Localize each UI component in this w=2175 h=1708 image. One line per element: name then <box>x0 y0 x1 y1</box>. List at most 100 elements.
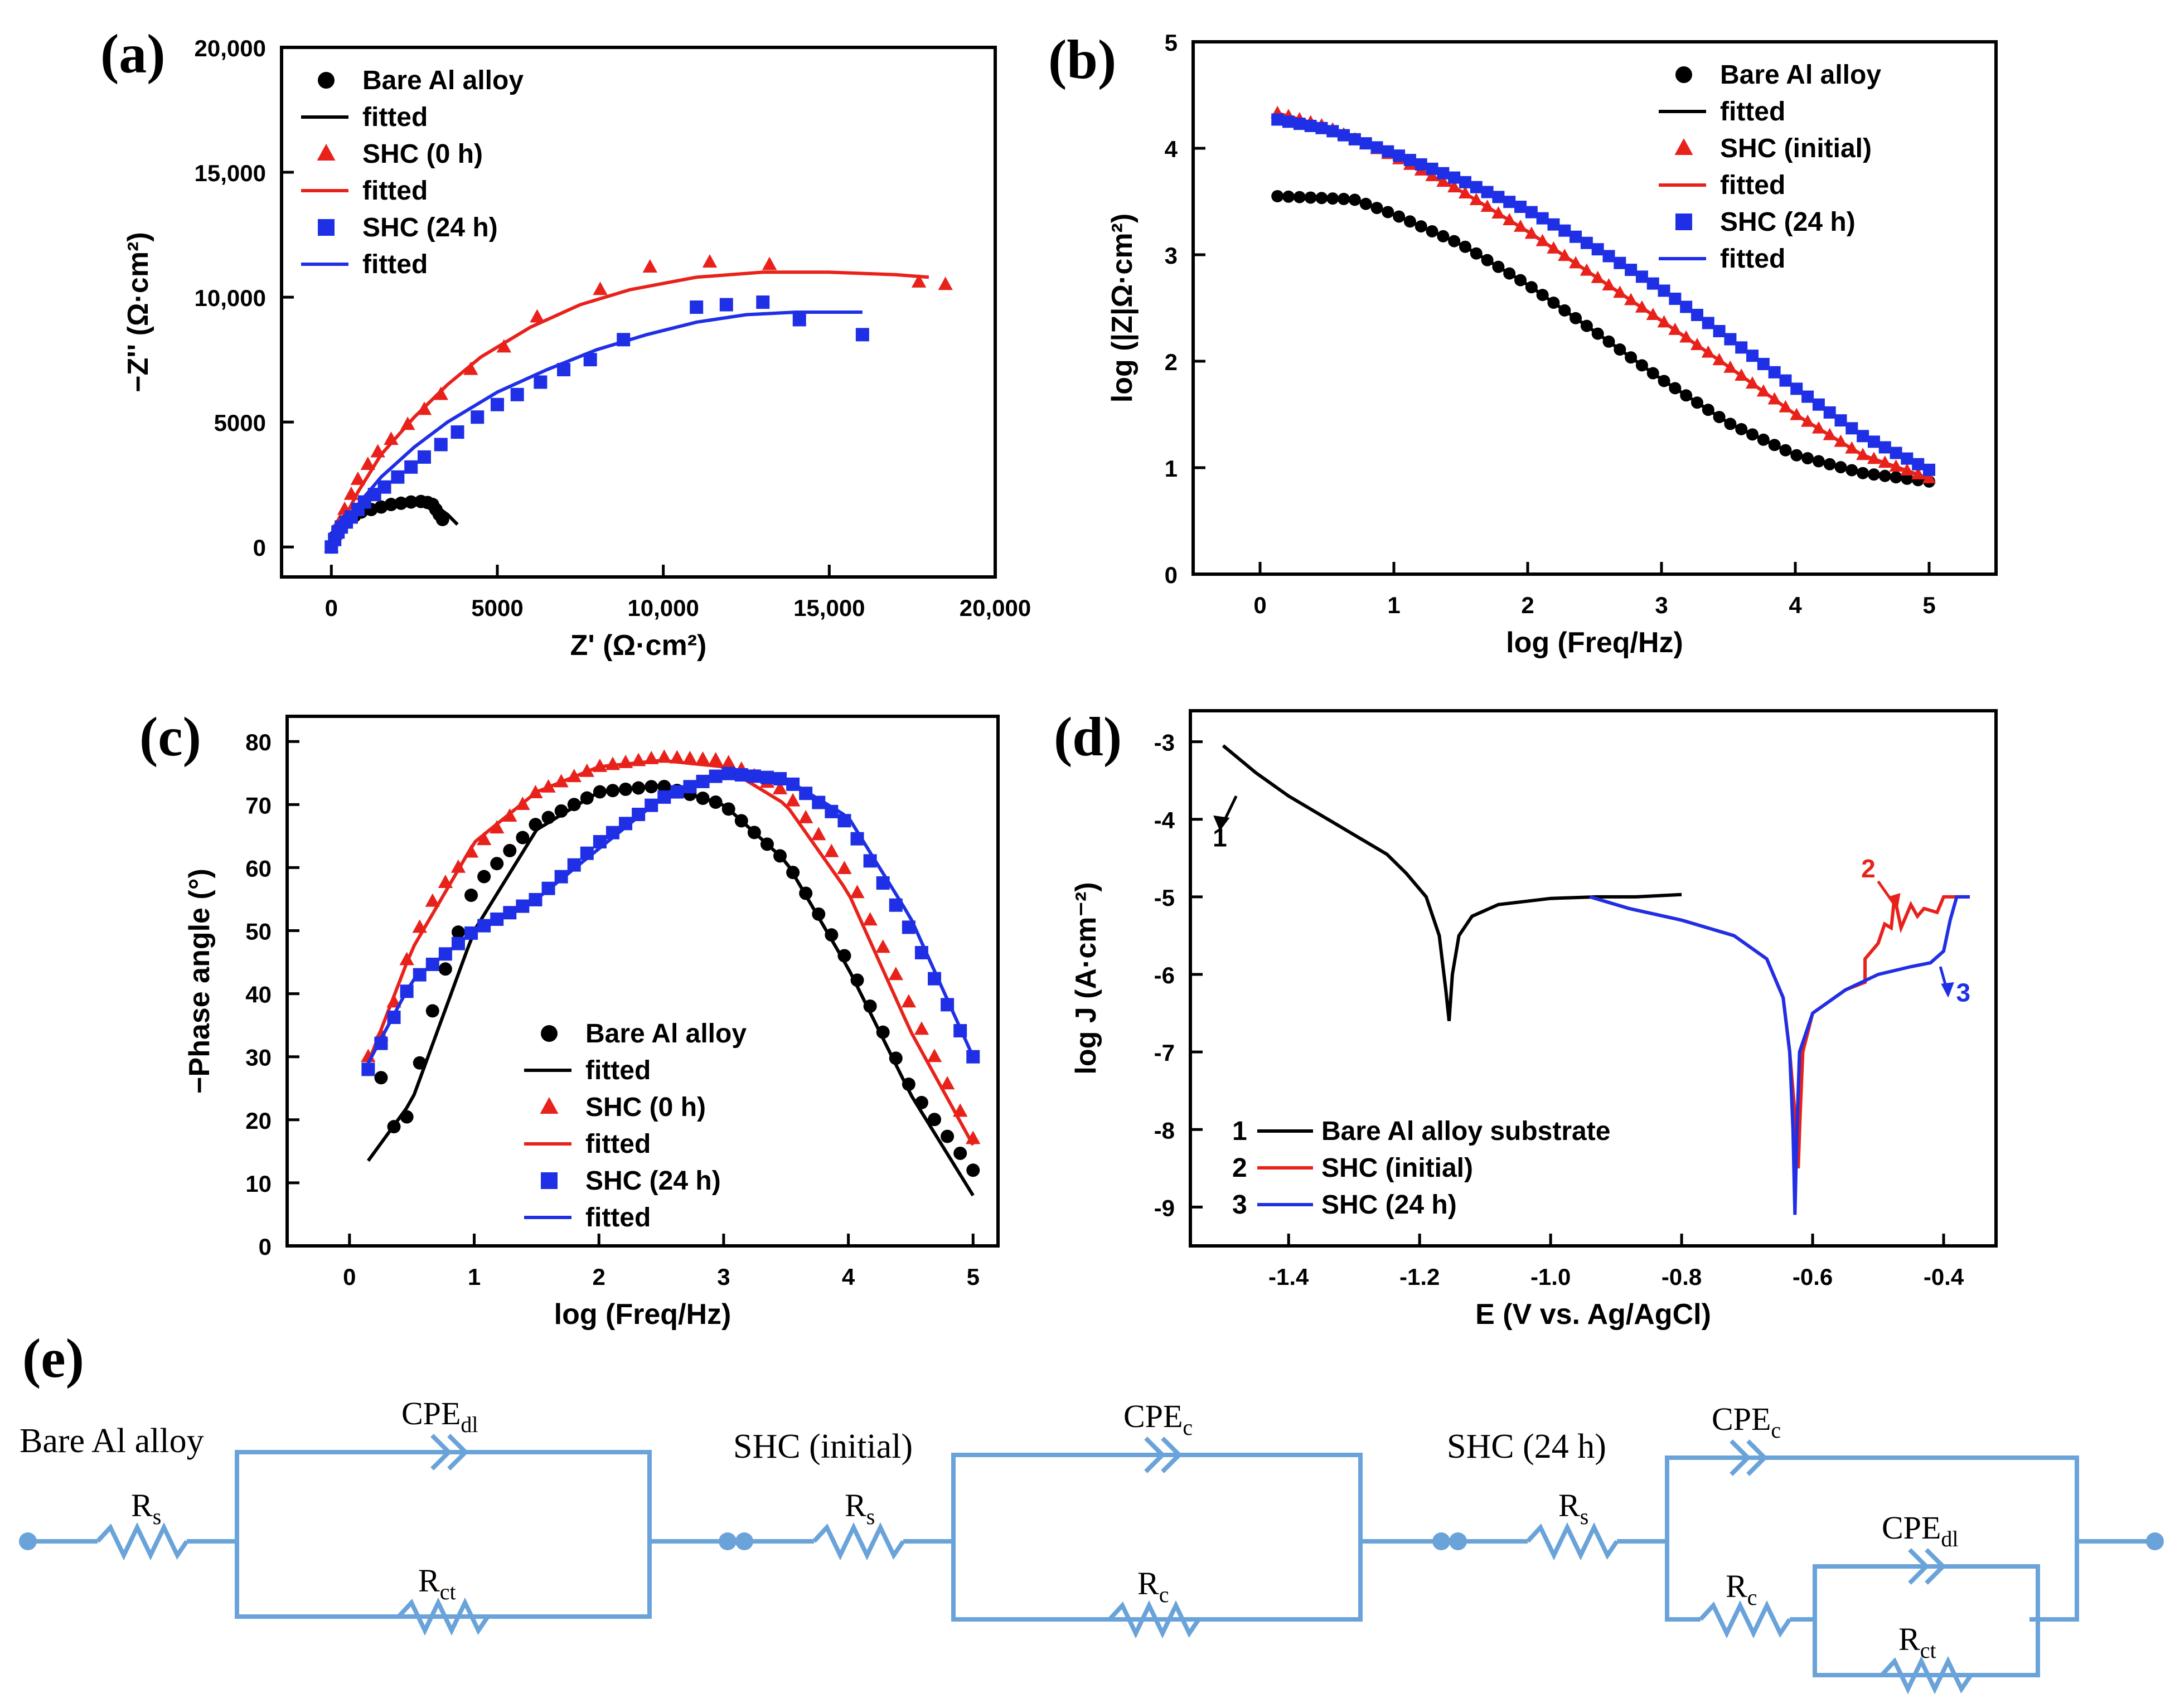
x-tick-label: 1 <box>468 1264 481 1290</box>
resistor-rs <box>96 1522 189 1561</box>
data-point <box>1448 235 1461 248</box>
y-tick-label: 3 <box>1165 242 1178 269</box>
resistor-rct <box>1880 1656 1973 1695</box>
polarization-curve <box>1222 744 1682 1021</box>
data-point <box>824 843 839 857</box>
data-point <box>927 1049 942 1062</box>
legend-label: Bare Al alloy substrate <box>1321 1117 1610 1146</box>
data-point <box>1768 366 1781 379</box>
data-point <box>451 937 465 950</box>
data-point <box>360 456 375 470</box>
data-point <box>1326 192 1339 205</box>
x-tick-label: 5 <box>967 1264 980 1290</box>
data-point <box>1370 202 1383 215</box>
x-tick-label: 4 <box>1789 592 1802 618</box>
data-point <box>1503 267 1516 280</box>
data-point <box>914 1021 929 1035</box>
legend-marker <box>541 1172 558 1189</box>
data-point <box>1856 448 1870 460</box>
data-point <box>1834 461 1847 474</box>
data-point <box>1800 414 1815 427</box>
data-point <box>1669 382 1682 395</box>
data-point <box>516 899 530 913</box>
data-point <box>496 339 512 353</box>
data-point <box>605 826 619 840</box>
legend-label: SHC (initial) <box>1321 1153 1473 1183</box>
data-point <box>1811 421 1825 434</box>
data-point <box>1535 234 1549 246</box>
data-point <box>530 309 545 323</box>
x-tick-label: 0 <box>325 595 338 621</box>
data-point <box>644 750 659 764</box>
data-point <box>928 972 942 986</box>
data-point <box>773 772 787 786</box>
parallel-block <box>951 1453 1363 1622</box>
data-point <box>1415 158 1427 171</box>
legend-number: 2 <box>1232 1153 1247 1183</box>
data-point <box>645 798 658 812</box>
data-point <box>404 495 418 509</box>
x-axis-label: log (Freq/Hz) <box>554 1298 732 1331</box>
data-point <box>1271 190 1284 202</box>
data-point <box>812 795 826 809</box>
legend-label: SHC (24 h) <box>362 213 498 242</box>
data-point <box>1525 281 1538 294</box>
y-tick-label: 30 <box>245 1045 272 1071</box>
plot-frame <box>1191 40 1998 576</box>
data-point <box>1437 230 1450 242</box>
legend-label: fitted <box>362 176 428 206</box>
data-point <box>541 881 555 895</box>
y-tick-label: 0 <box>253 535 266 561</box>
data-point <box>384 431 399 445</box>
data-point <box>657 749 672 763</box>
data-point <box>1679 330 1693 343</box>
data-point <box>1338 192 1350 205</box>
data-point <box>1370 141 1383 154</box>
data-point <box>966 1130 981 1144</box>
data-point <box>1735 368 1748 381</box>
legend-label: SHC (0 h) <box>362 139 483 169</box>
legend-marker <box>317 144 336 161</box>
resistor-rs <box>1526 1522 1619 1561</box>
data-point <box>433 386 448 400</box>
resistor-rc <box>1699 1600 1792 1639</box>
data-point <box>631 753 646 766</box>
data-point <box>1580 236 1593 249</box>
panel-label-a: (a) <box>100 23 166 85</box>
data-point <box>554 870 568 884</box>
data-point <box>1514 274 1527 287</box>
y-tick-label: -4 <box>1154 807 1175 833</box>
data-point <box>1625 264 1638 276</box>
y-tick-label: 5000 <box>214 410 266 436</box>
y-tick-label: 5 <box>1165 30 1178 56</box>
data-point <box>1857 430 1869 443</box>
panel-label-c: (c) <box>139 706 201 768</box>
chart-a-nyquist: 0 5000 10,000 15,000 20,000 0 5000 10,000 15,000… <box>122 35 1031 662</box>
data-point <box>760 837 774 851</box>
data-point <box>1669 292 1682 305</box>
data-point <box>1304 191 1317 204</box>
legend-label: fitted <box>585 1203 651 1233</box>
data-point <box>412 919 427 933</box>
y-tick-label: -8 <box>1154 1117 1175 1143</box>
legend-marker <box>541 1025 558 1042</box>
fit-line-SHC (initial) <box>1277 111 1930 480</box>
x-tick-label: 15,000 <box>793 595 865 621</box>
data-point <box>1359 137 1372 150</box>
curve-arrowhead <box>1213 815 1230 831</box>
x-tick-label: -0.6 <box>1793 1264 1833 1290</box>
data-point <box>863 999 877 1013</box>
y-tick-label: 80 <box>245 729 272 755</box>
data-point <box>1315 122 1328 134</box>
data-point <box>1525 206 1538 219</box>
data-point <box>1635 359 1648 372</box>
fit-line-Bare Al alloy <box>366 784 975 1197</box>
legend-label: SHC (24 h) <box>585 1166 721 1196</box>
panel-label-b: (b) <box>1048 28 1116 90</box>
data-point <box>583 353 597 367</box>
data-point <box>593 835 607 849</box>
data-point <box>825 928 839 942</box>
data-point <box>876 1025 890 1039</box>
data-point <box>463 844 479 858</box>
data-point <box>510 387 524 401</box>
